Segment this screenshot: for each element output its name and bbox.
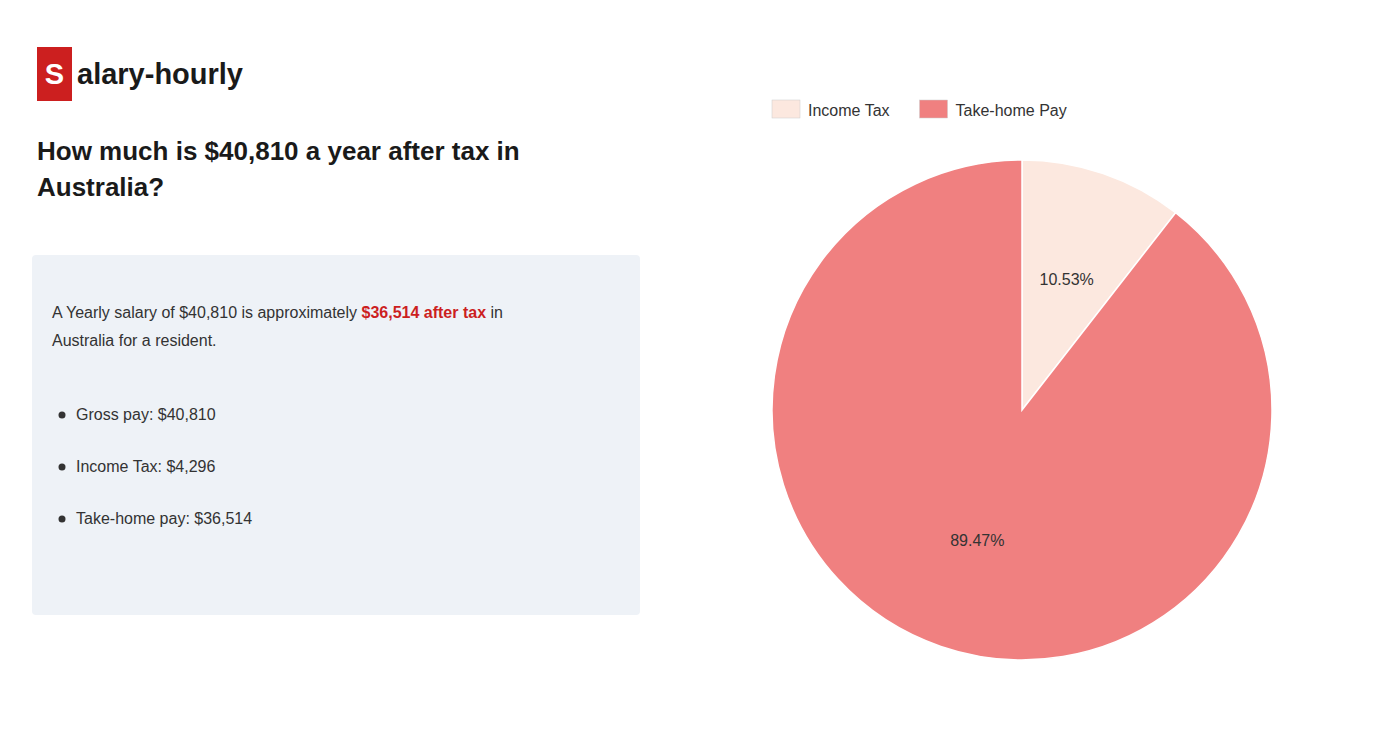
description-part: $36,514 after tax (362, 304, 487, 321)
description: Australia for a resident. (52, 332, 217, 349)
legend-label: Take-home Pay (956, 102, 1067, 119)
legend-label: Income Tax (808, 102, 890, 119)
logo-letter: S (45, 58, 64, 90)
data-label: 10.53% (1040, 271, 1094, 288)
legend-item: Take-home Pay (920, 100, 1067, 119)
description-part: A Yearly salary of $40,810 is approximat… (52, 304, 362, 321)
legend: Income Tax Take-home Pay (772, 100, 1067, 119)
chart: Salary-hourly How much is $40,810 a year … (0, 0, 1400, 750)
legend-swatch (920, 100, 948, 118)
description-part: in (486, 304, 503, 321)
legend-swatch (772, 100, 800, 118)
data-label: 89.47% (950, 532, 1004, 549)
bullet (59, 464, 66, 471)
pie (772, 160, 1272, 660)
text-panel: Salary-hourly How much is $40,810 a year … (32, 47, 640, 615)
description: A Yearly salary of $40,810 is approximat… (52, 304, 503, 321)
logo-box (37, 47, 72, 101)
title: How much is $40,810 a year after tax in A… (37, 136, 520, 202)
info-box (32, 255, 640, 615)
pie-slice (772, 160, 1272, 660)
logo-text: alary-hourly (77, 58, 243, 90)
title-line: Australia? (37, 172, 164, 202)
legend-item: Income Tax (772, 100, 890, 119)
bullet (59, 412, 66, 419)
bullet (59, 516, 66, 523)
bullet-item: Take-home pay: $36,514 (76, 510, 252, 527)
bullet-item: Income Tax: $4,296 (76, 458, 215, 475)
title-line: How much is $40,810 a year after tax in (37, 136, 520, 166)
bullet-item: Gross pay: $40,810 (76, 406, 216, 423)
data-labels: 10.53% 89.47% (950, 271, 1094, 548)
